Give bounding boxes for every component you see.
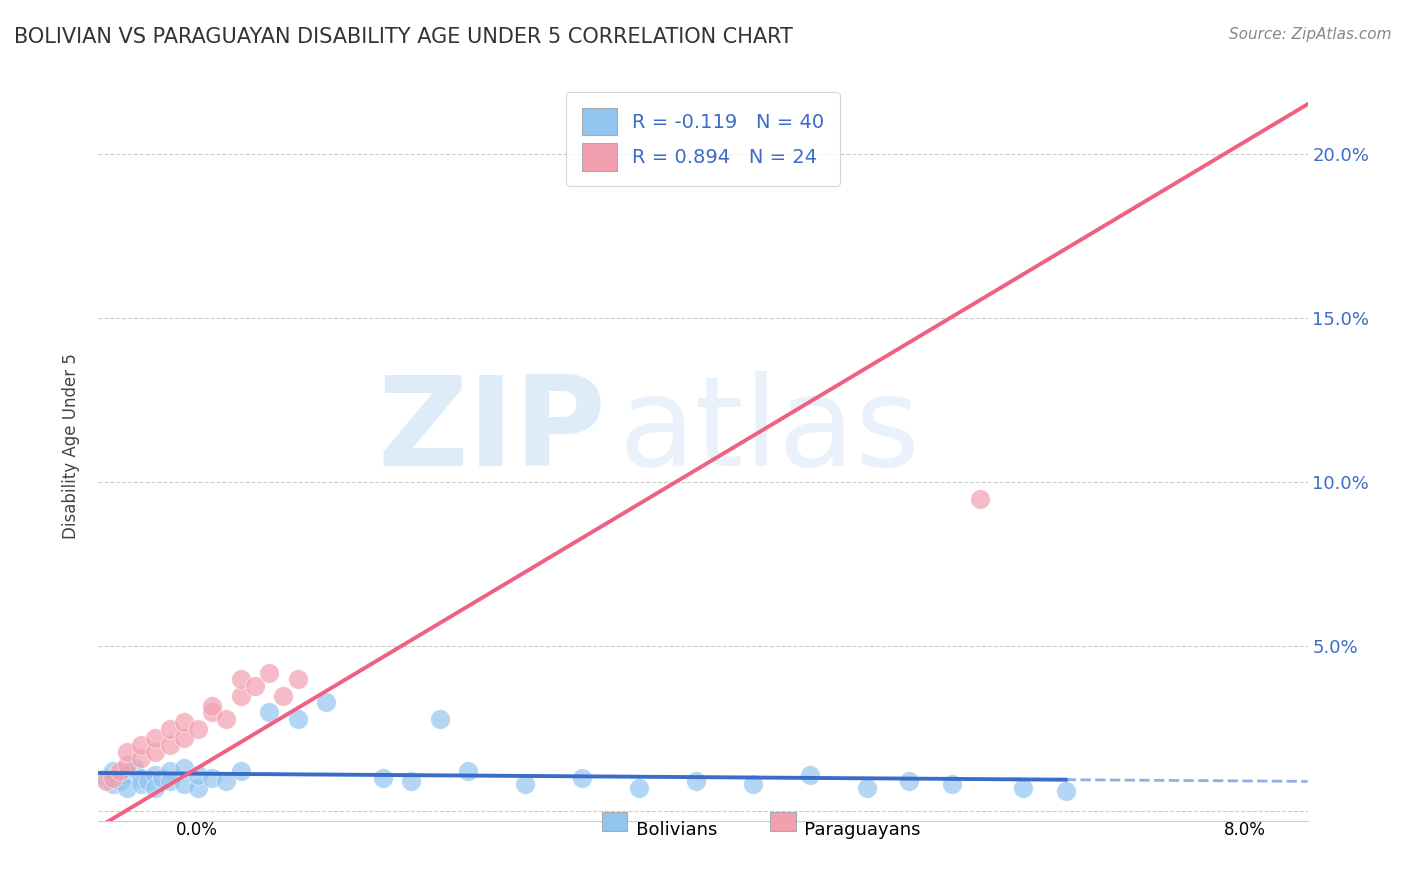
Point xyxy=(243,679,266,693)
Text: atlas: atlas xyxy=(619,370,921,491)
Point xyxy=(101,764,124,779)
Text: Source: ZipAtlas.com: Source: ZipAtlas.com xyxy=(1229,27,1392,42)
Point xyxy=(187,767,209,781)
Point xyxy=(173,731,195,746)
Point xyxy=(215,712,238,726)
Point xyxy=(143,745,166,759)
Point xyxy=(287,673,309,687)
Legend: R = -0.119   N = 40, R = 0.894   N = 24: R = -0.119 N = 40, R = 0.894 N = 24 xyxy=(567,92,839,186)
Point xyxy=(159,738,181,752)
Text: Bolivians: Bolivians xyxy=(619,821,717,838)
Point xyxy=(143,767,166,781)
Point xyxy=(101,771,124,785)
Point xyxy=(129,771,152,785)
Point xyxy=(143,780,166,795)
Point xyxy=(94,774,117,789)
Point xyxy=(627,780,650,795)
Point xyxy=(685,774,707,789)
Point xyxy=(173,714,195,729)
Point xyxy=(257,705,280,719)
Point xyxy=(108,774,131,789)
Point xyxy=(1054,784,1077,798)
Point xyxy=(371,771,394,785)
Point xyxy=(122,761,145,775)
Point xyxy=(287,712,309,726)
Point xyxy=(1012,780,1035,795)
Point xyxy=(201,771,224,785)
Point xyxy=(159,722,181,736)
Point xyxy=(143,731,166,746)
Point xyxy=(159,774,181,789)
Point xyxy=(115,757,138,772)
Point xyxy=(187,780,209,795)
Point xyxy=(401,774,423,789)
Point xyxy=(941,777,963,791)
Point xyxy=(273,689,295,703)
Point xyxy=(201,698,224,713)
Point xyxy=(515,777,537,791)
Point xyxy=(94,771,117,785)
Point xyxy=(129,738,152,752)
Point xyxy=(101,777,124,791)
Point xyxy=(187,722,209,736)
Point xyxy=(457,764,479,779)
Point xyxy=(108,764,131,779)
Point xyxy=(115,745,138,759)
Point xyxy=(229,689,252,703)
Point xyxy=(229,764,252,779)
Point xyxy=(898,774,921,789)
Text: Paraguayans: Paraguayans xyxy=(787,821,921,838)
Point xyxy=(115,780,138,795)
Point xyxy=(173,761,195,775)
Point xyxy=(173,777,195,791)
Text: ZIP: ZIP xyxy=(378,370,606,491)
Point xyxy=(741,777,763,791)
Point xyxy=(215,774,238,789)
Point xyxy=(136,774,159,789)
Point xyxy=(129,751,152,765)
Point xyxy=(129,777,152,791)
Y-axis label: Disability Age Under 5: Disability Age Under 5 xyxy=(62,353,80,539)
Point xyxy=(571,771,593,785)
Point xyxy=(229,673,252,687)
Text: BOLIVIAN VS PARAGUAYAN DISABILITY AGE UNDER 5 CORRELATION CHART: BOLIVIAN VS PARAGUAYAN DISABILITY AGE UN… xyxy=(14,27,793,46)
Point xyxy=(799,767,821,781)
Text: 0.0%: 0.0% xyxy=(176,821,218,838)
Point xyxy=(429,712,451,726)
Point xyxy=(201,705,224,719)
Point xyxy=(969,491,991,506)
Point xyxy=(315,695,337,709)
Point xyxy=(115,767,138,781)
Text: 8.0%: 8.0% xyxy=(1223,821,1265,838)
Point xyxy=(152,771,174,785)
Point xyxy=(159,764,181,779)
Point xyxy=(855,780,877,795)
Point xyxy=(257,665,280,680)
